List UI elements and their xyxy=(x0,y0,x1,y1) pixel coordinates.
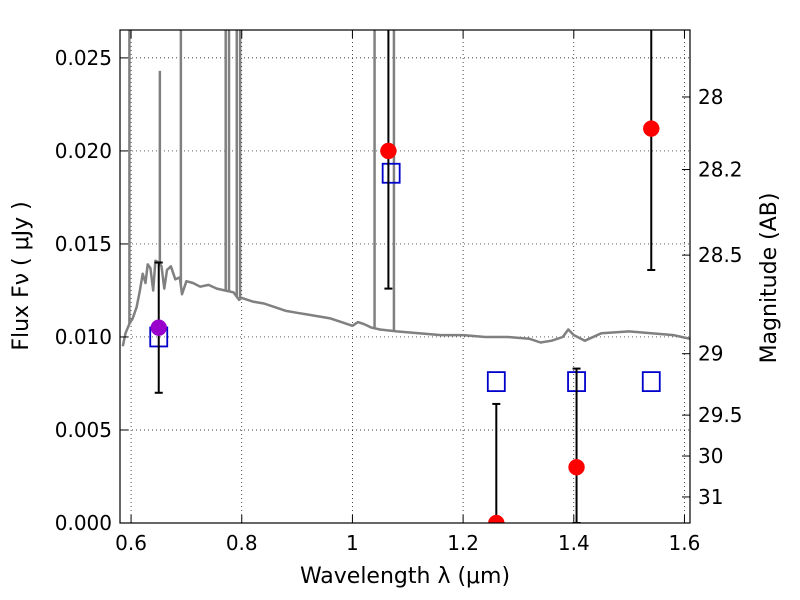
model-photometry-square xyxy=(641,371,661,393)
x-tick-label: 0.6 xyxy=(115,531,147,555)
x-axis-ticks: 0.6 0.8 1 1.2 1.4 1.6 xyxy=(115,30,700,555)
magnitude-tick-label: 30 xyxy=(698,444,723,468)
magnitude-tick-label: 28.5 xyxy=(698,243,743,267)
magnitude-tick-label: 28.2 xyxy=(698,158,743,182)
x-tick-label: 1.2 xyxy=(447,531,479,555)
model-photometry-square xyxy=(381,162,401,184)
magnitude-tick-label: 29.5 xyxy=(698,403,743,427)
plot-frame xyxy=(119,29,691,524)
magnitude-tick-label: 29 xyxy=(698,342,723,366)
x-tick-label: 1 xyxy=(346,531,359,555)
observed-point xyxy=(643,120,660,137)
observed-point xyxy=(488,514,505,523)
y-axis-ticks: 0.000 0.005 0.010 0.015 0.020 0.025 xyxy=(55,46,128,535)
magnitude-axis-ticks: 28 28.2 28.5 29 29.5 30 31 xyxy=(682,85,743,509)
magnitude-axis-label: Magnitude (AB) xyxy=(757,193,782,364)
y-tick-label: 0.015 xyxy=(55,232,112,256)
y-tick-label: 0.020 xyxy=(55,139,112,163)
grid xyxy=(120,30,690,524)
y-tick-label: 0.010 xyxy=(55,325,112,349)
plot-area xyxy=(121,30,690,523)
model-photometry-square xyxy=(486,371,506,393)
observed-point xyxy=(380,142,397,160)
x-tick-label: 1.4 xyxy=(558,531,590,555)
observed-point xyxy=(150,319,167,336)
x-tick-label: 0.8 xyxy=(226,531,258,555)
magnitude-tick-label: 28 xyxy=(698,85,723,109)
y-tick-label: 0.025 xyxy=(55,46,112,70)
observed-point xyxy=(568,458,585,476)
x-axis-label: Wavelength λ (μm) xyxy=(300,564,510,589)
y-tick-label: 0.005 xyxy=(55,418,112,442)
magnitude-tick-label: 31 xyxy=(698,485,723,509)
sed-model-curve xyxy=(121,259,690,347)
y-axis-label: Flux Fν ( μJy ) xyxy=(9,201,34,350)
x-tick-label: 1.6 xyxy=(669,531,701,555)
y-tick-label: 0.000 xyxy=(55,511,112,535)
